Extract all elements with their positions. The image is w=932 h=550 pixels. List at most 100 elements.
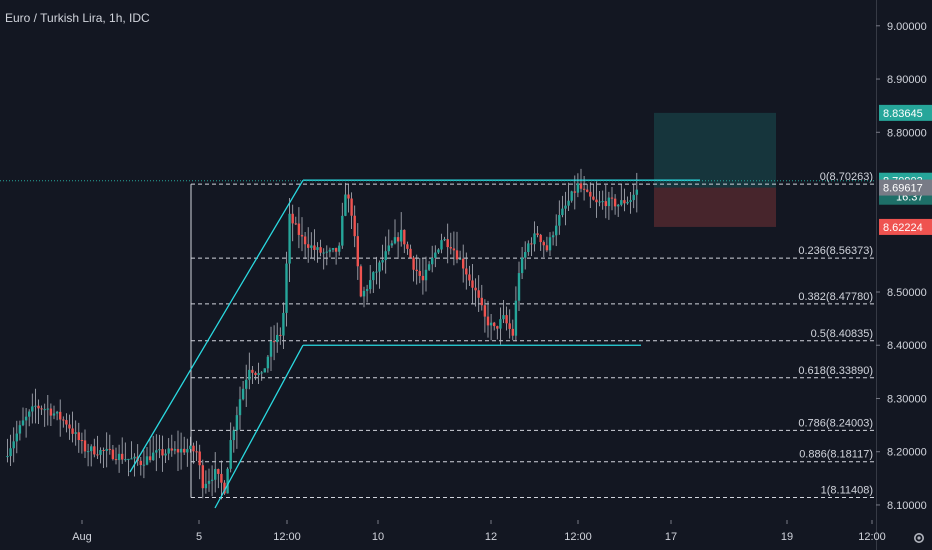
settings-gear-icon[interactable] [914, 533, 924, 543]
chart-title: Euro / Turkish Lira, 1h, IDC [5, 11, 150, 25]
candle [502, 299, 505, 324]
fib-level-label: 1(8.11408) [821, 484, 873, 496]
candle [424, 256, 428, 292]
candle [303, 232, 307, 260]
candle [282, 302, 285, 350]
candle [86, 443, 90, 467]
candle [403, 229, 406, 254]
candle [105, 432, 108, 468]
position-target-zone[interactable] [654, 112, 776, 188]
channel-lower-diagonal[interactable] [214, 344, 304, 509]
candle [449, 232, 452, 255]
candle [260, 371, 263, 381]
candle [505, 306, 508, 331]
time-axis[interactable]: Aug 5 12:00 10 12 12:00 17 19 12:00 [72, 520, 886, 543]
candle [139, 456, 142, 476]
candle [210, 465, 214, 497]
candle [183, 436, 186, 455]
candle [520, 247, 524, 279]
candle [266, 355, 270, 373]
candle [517, 261, 521, 311]
candle [545, 236, 549, 253]
candle [59, 399, 62, 437]
candle [632, 184, 635, 209]
candle [381, 244, 384, 271]
candle [220, 460, 223, 500]
candle [176, 430, 180, 471]
candle [291, 204, 294, 242]
candle [530, 237, 533, 257]
candle [496, 325, 499, 340]
candle [316, 242, 319, 263]
candle [390, 240, 394, 248]
candle [161, 435, 164, 472]
candle [90, 444, 93, 467]
candle [207, 468, 211, 492]
candle [576, 173, 580, 198]
candle [204, 470, 208, 494]
candle [238, 386, 242, 430]
candle [102, 447, 105, 469]
candle [276, 322, 279, 353]
candle [341, 202, 344, 249]
candle [431, 245, 434, 273]
candle [217, 468, 220, 489]
candle [152, 435, 155, 461]
candle [455, 231, 459, 264]
candle [65, 413, 68, 433]
candle [179, 432, 183, 470]
candle [586, 183, 589, 193]
candle [117, 444, 121, 473]
candle [353, 205, 356, 248]
candle [325, 245, 328, 266]
candle [6, 438, 9, 463]
candle [635, 172, 638, 213]
candle [384, 236, 387, 274]
candle [598, 190, 601, 207]
candle [130, 441, 133, 460]
candle [409, 244, 412, 259]
y-tick-label: 8.40000 [887, 340, 927, 352]
candle [313, 229, 316, 261]
channel-upper-diagonal[interactable] [129, 179, 304, 473]
long-position-tool[interactable] [654, 112, 776, 227]
candle [421, 257, 425, 295]
candle [108, 434, 111, 455]
candle [446, 223, 449, 264]
candle [223, 480, 226, 495]
candle [272, 325, 276, 361]
candle [170, 434, 173, 457]
candle [406, 241, 409, 255]
candlesticks [6, 168, 638, 500]
candle [15, 420, 18, 454]
candle [427, 261, 431, 272]
candle [307, 227, 310, 263]
x-tick-label: 12:00 [273, 531, 301, 543]
candle [570, 190, 573, 203]
candle [489, 313, 493, 341]
candle [155, 434, 158, 472]
candle [372, 271, 375, 293]
x-tick-label: 17 [665, 531, 677, 543]
candle [617, 203, 620, 217]
parallel-channel[interactable] [0, 179, 876, 509]
candle [527, 240, 530, 256]
candle [387, 229, 390, 255]
candle [124, 442, 127, 462]
candle [412, 255, 415, 282]
candle [564, 191, 567, 226]
candle [607, 191, 611, 220]
candle [294, 216, 297, 226]
candle [34, 388, 37, 424]
price-axis[interactable]: 9.00000 8.90000 8.80000 8.50000 8.40000 8.300… [876, 21, 932, 512]
position-stop-zone[interactable] [654, 187, 776, 227]
candle [254, 371, 257, 381]
candle [362, 286, 366, 308]
candle [548, 232, 552, 256]
fibonacci-retracement[interactable]: 0(8.70263) 0.236(8.56373) 0.382(8.47780) 0.… [190, 171, 876, 498]
candle [623, 188, 626, 212]
y-tick-label: 8.80000 [887, 127, 927, 139]
y-tick-label: 8.90000 [887, 74, 927, 86]
candle [288, 198, 291, 282]
